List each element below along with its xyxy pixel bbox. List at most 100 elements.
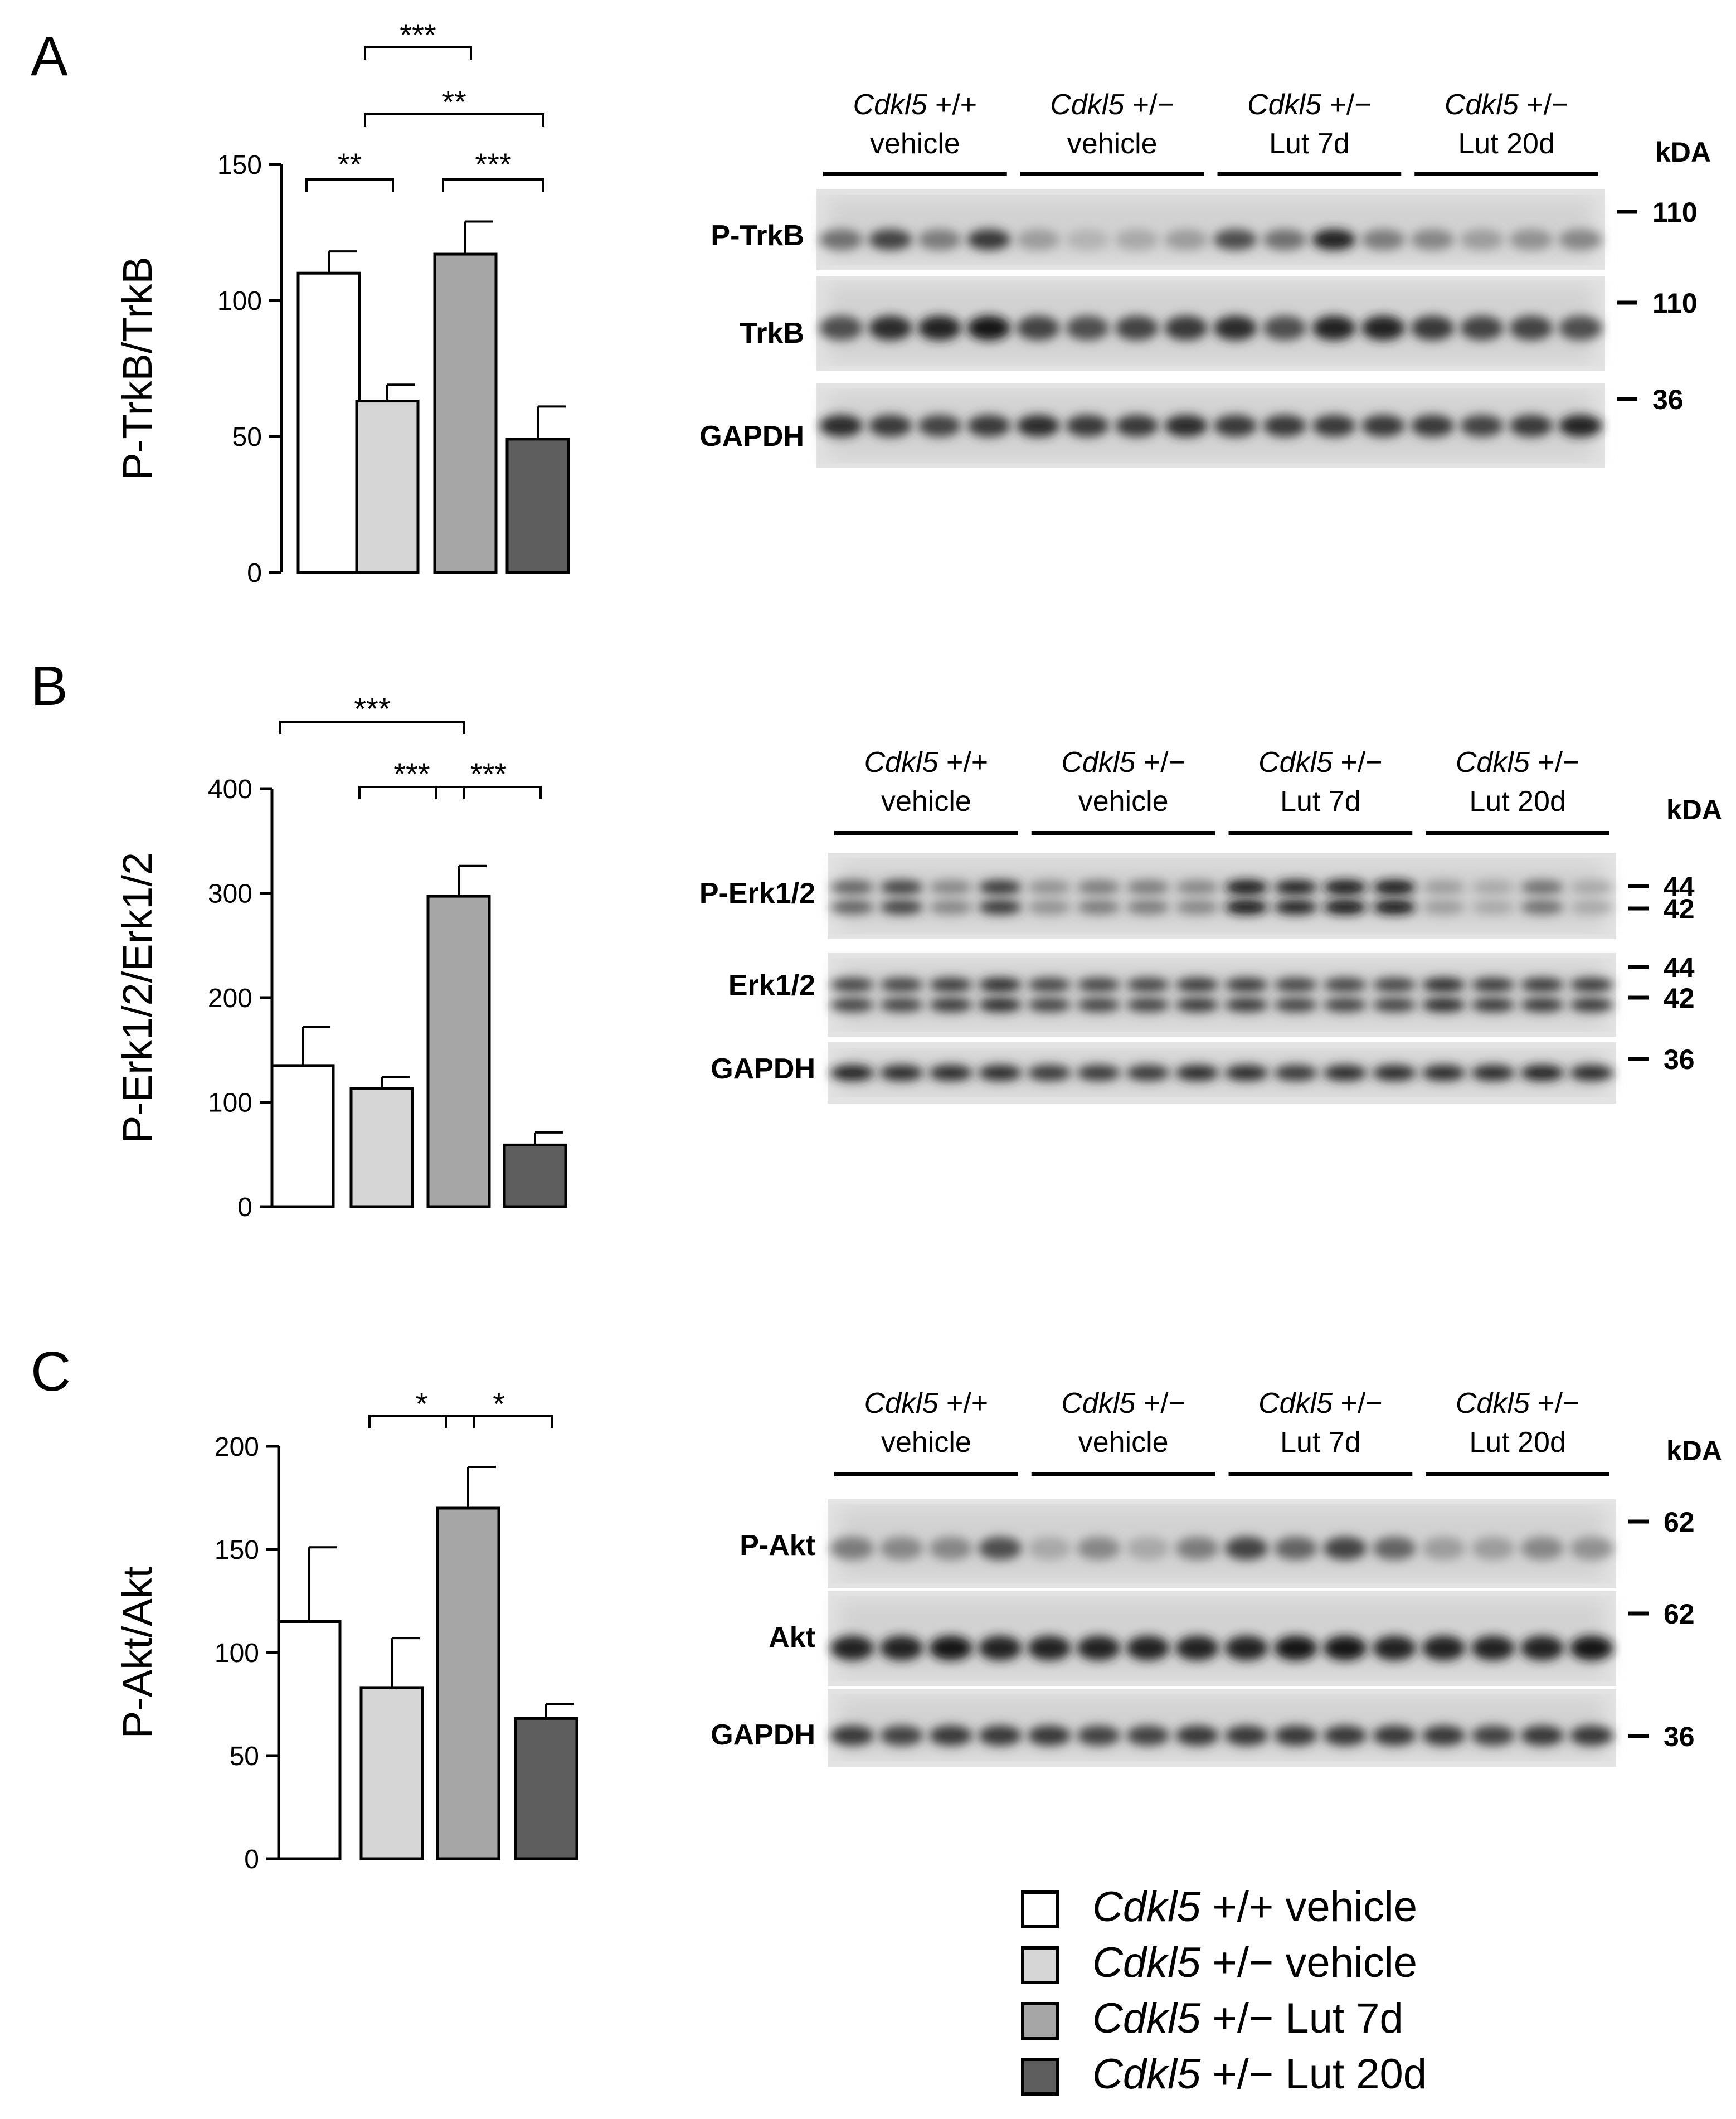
- group-gene: Cdkl5: [864, 1387, 939, 1420]
- blot-row-label: GAPDH: [699, 420, 804, 453]
- blot-background-shade: [839, 1600, 1605, 1678]
- y-axis-label: P-Erk1/2/Erk1/2: [114, 852, 161, 1143]
- group-treatment: Lut 20d: [1469, 785, 1566, 818]
- group-gene: Cdkl5: [1258, 746, 1333, 779]
- blot-band: [929, 900, 973, 915]
- kda-label: kDA: [1666, 794, 1722, 825]
- blot-band: [830, 978, 874, 992]
- blot-band: [1520, 1537, 1564, 1560]
- blot-band: [1569, 879, 1613, 895]
- blot-band: [978, 1537, 1022, 1560]
- blot-band: [1422, 1725, 1466, 1746]
- kda-marker-label: 110: [1652, 288, 1698, 319]
- bar: [359, 1686, 424, 1860]
- blot-band: [1422, 978, 1466, 992]
- group-genotype: +/−: [1321, 89, 1372, 121]
- group-gene: Cdkl5: [1456, 1387, 1530, 1420]
- blot-band: [978, 1725, 1022, 1746]
- blot-band: [879, 900, 923, 915]
- kda-label: kDA: [1655, 137, 1711, 168]
- blot-band: [1361, 315, 1405, 341]
- blot-band: [1126, 978, 1170, 992]
- kda-marker-label: 44: [1664, 952, 1695, 983]
- blot-band: [1066, 415, 1110, 437]
- blot-band: [1274, 1635, 1318, 1661]
- group-genotype: +/−: [1530, 1387, 1580, 1420]
- blot-band: [1017, 229, 1060, 250]
- kda-marker-label: 62: [1664, 1598, 1695, 1630]
- blot-band: [1460, 229, 1504, 250]
- blot-band: [1323, 1725, 1367, 1746]
- significance-label: ***: [475, 147, 511, 182]
- y-axis-label: P-TrkB/TrkB: [114, 256, 161, 480]
- blot-band: [1460, 315, 1504, 341]
- kda-marker-label: 42: [1664, 893, 1695, 925]
- blot-row-label: Akt: [769, 1621, 815, 1654]
- blot-band: [929, 998, 973, 1012]
- blot-band: [1471, 978, 1515, 992]
- blot-band: [1213, 415, 1257, 437]
- blot-band: [1175, 1065, 1219, 1081]
- legend-label: Cdkl5 +/− Lut 20d: [1092, 2050, 1427, 2098]
- blot-band: [918, 415, 962, 437]
- significance-bracket: [358, 786, 465, 799]
- group-genotype: +/−: [1124, 89, 1174, 121]
- blot-band: [1274, 1725, 1318, 1746]
- group-treatment: Lut 7d: [1269, 128, 1350, 160]
- blot-band: [1373, 978, 1416, 992]
- blot-band: [1224, 1725, 1268, 1746]
- blot-band: [1471, 1065, 1515, 1081]
- significance-label: *: [416, 1386, 428, 1421]
- blot-band: [879, 978, 923, 992]
- blot-band: [1422, 879, 1466, 895]
- blot-band: [1164, 229, 1208, 250]
- significance-label: ***: [393, 756, 430, 791]
- kda-marker-label: 44: [1664, 871, 1695, 902]
- bar: [270, 1064, 335, 1208]
- significance-bracket: [435, 786, 542, 799]
- significance-bracket: [279, 721, 465, 734]
- group-header: Cdkl5 +/−: [1061, 1387, 1185, 1420]
- blot-row-label: P-Akt: [740, 1529, 815, 1562]
- blot-band: [1126, 879, 1170, 895]
- legend-gene: Cdkl5: [1092, 2050, 1201, 2098]
- blot-band: [1312, 229, 1356, 250]
- legend-condition: +/− Lut 7d: [1200, 1995, 1403, 2042]
- blot-band: [1520, 1065, 1564, 1081]
- group-treatment: vehicle: [881, 1426, 971, 1459]
- blot-band: [1028, 1725, 1071, 1746]
- bar: [277, 1620, 342, 1860]
- group-treatment: Lut 7d: [1280, 1426, 1361, 1459]
- kda-marker-label: 42: [1664, 983, 1695, 1014]
- blot-band: [830, 1635, 874, 1661]
- blot-band: [1520, 978, 1564, 992]
- blot-band: [1520, 879, 1564, 895]
- y-tick-label: 100: [217, 286, 262, 316]
- blot-band: [1175, 1635, 1219, 1661]
- group-genotype: +/+: [938, 1387, 989, 1420]
- y-tick-label: 100: [215, 1639, 259, 1668]
- group-header: Cdkl5 +/−: [1061, 746, 1185, 779]
- blot-band: [1471, 900, 1515, 915]
- significance-label: *: [493, 1386, 505, 1421]
- significance-bracket: [445, 1415, 553, 1428]
- blot-band: [1509, 415, 1553, 437]
- blot-band: [1175, 978, 1219, 992]
- panel-letter: B: [31, 655, 68, 717]
- blot-band: [868, 315, 912, 341]
- blot-band: [1077, 1725, 1121, 1746]
- blot-band: [1460, 415, 1504, 437]
- y-tick-label: 200: [215, 1432, 259, 1462]
- legend-swatch: [1021, 2002, 1059, 2040]
- blot-row-label: TrkB: [740, 317, 804, 349]
- y-tick-label: 200: [208, 984, 252, 1013]
- blot-band: [1509, 229, 1553, 250]
- blot-band: [1028, 998, 1071, 1012]
- blot-band: [1569, 998, 1613, 1012]
